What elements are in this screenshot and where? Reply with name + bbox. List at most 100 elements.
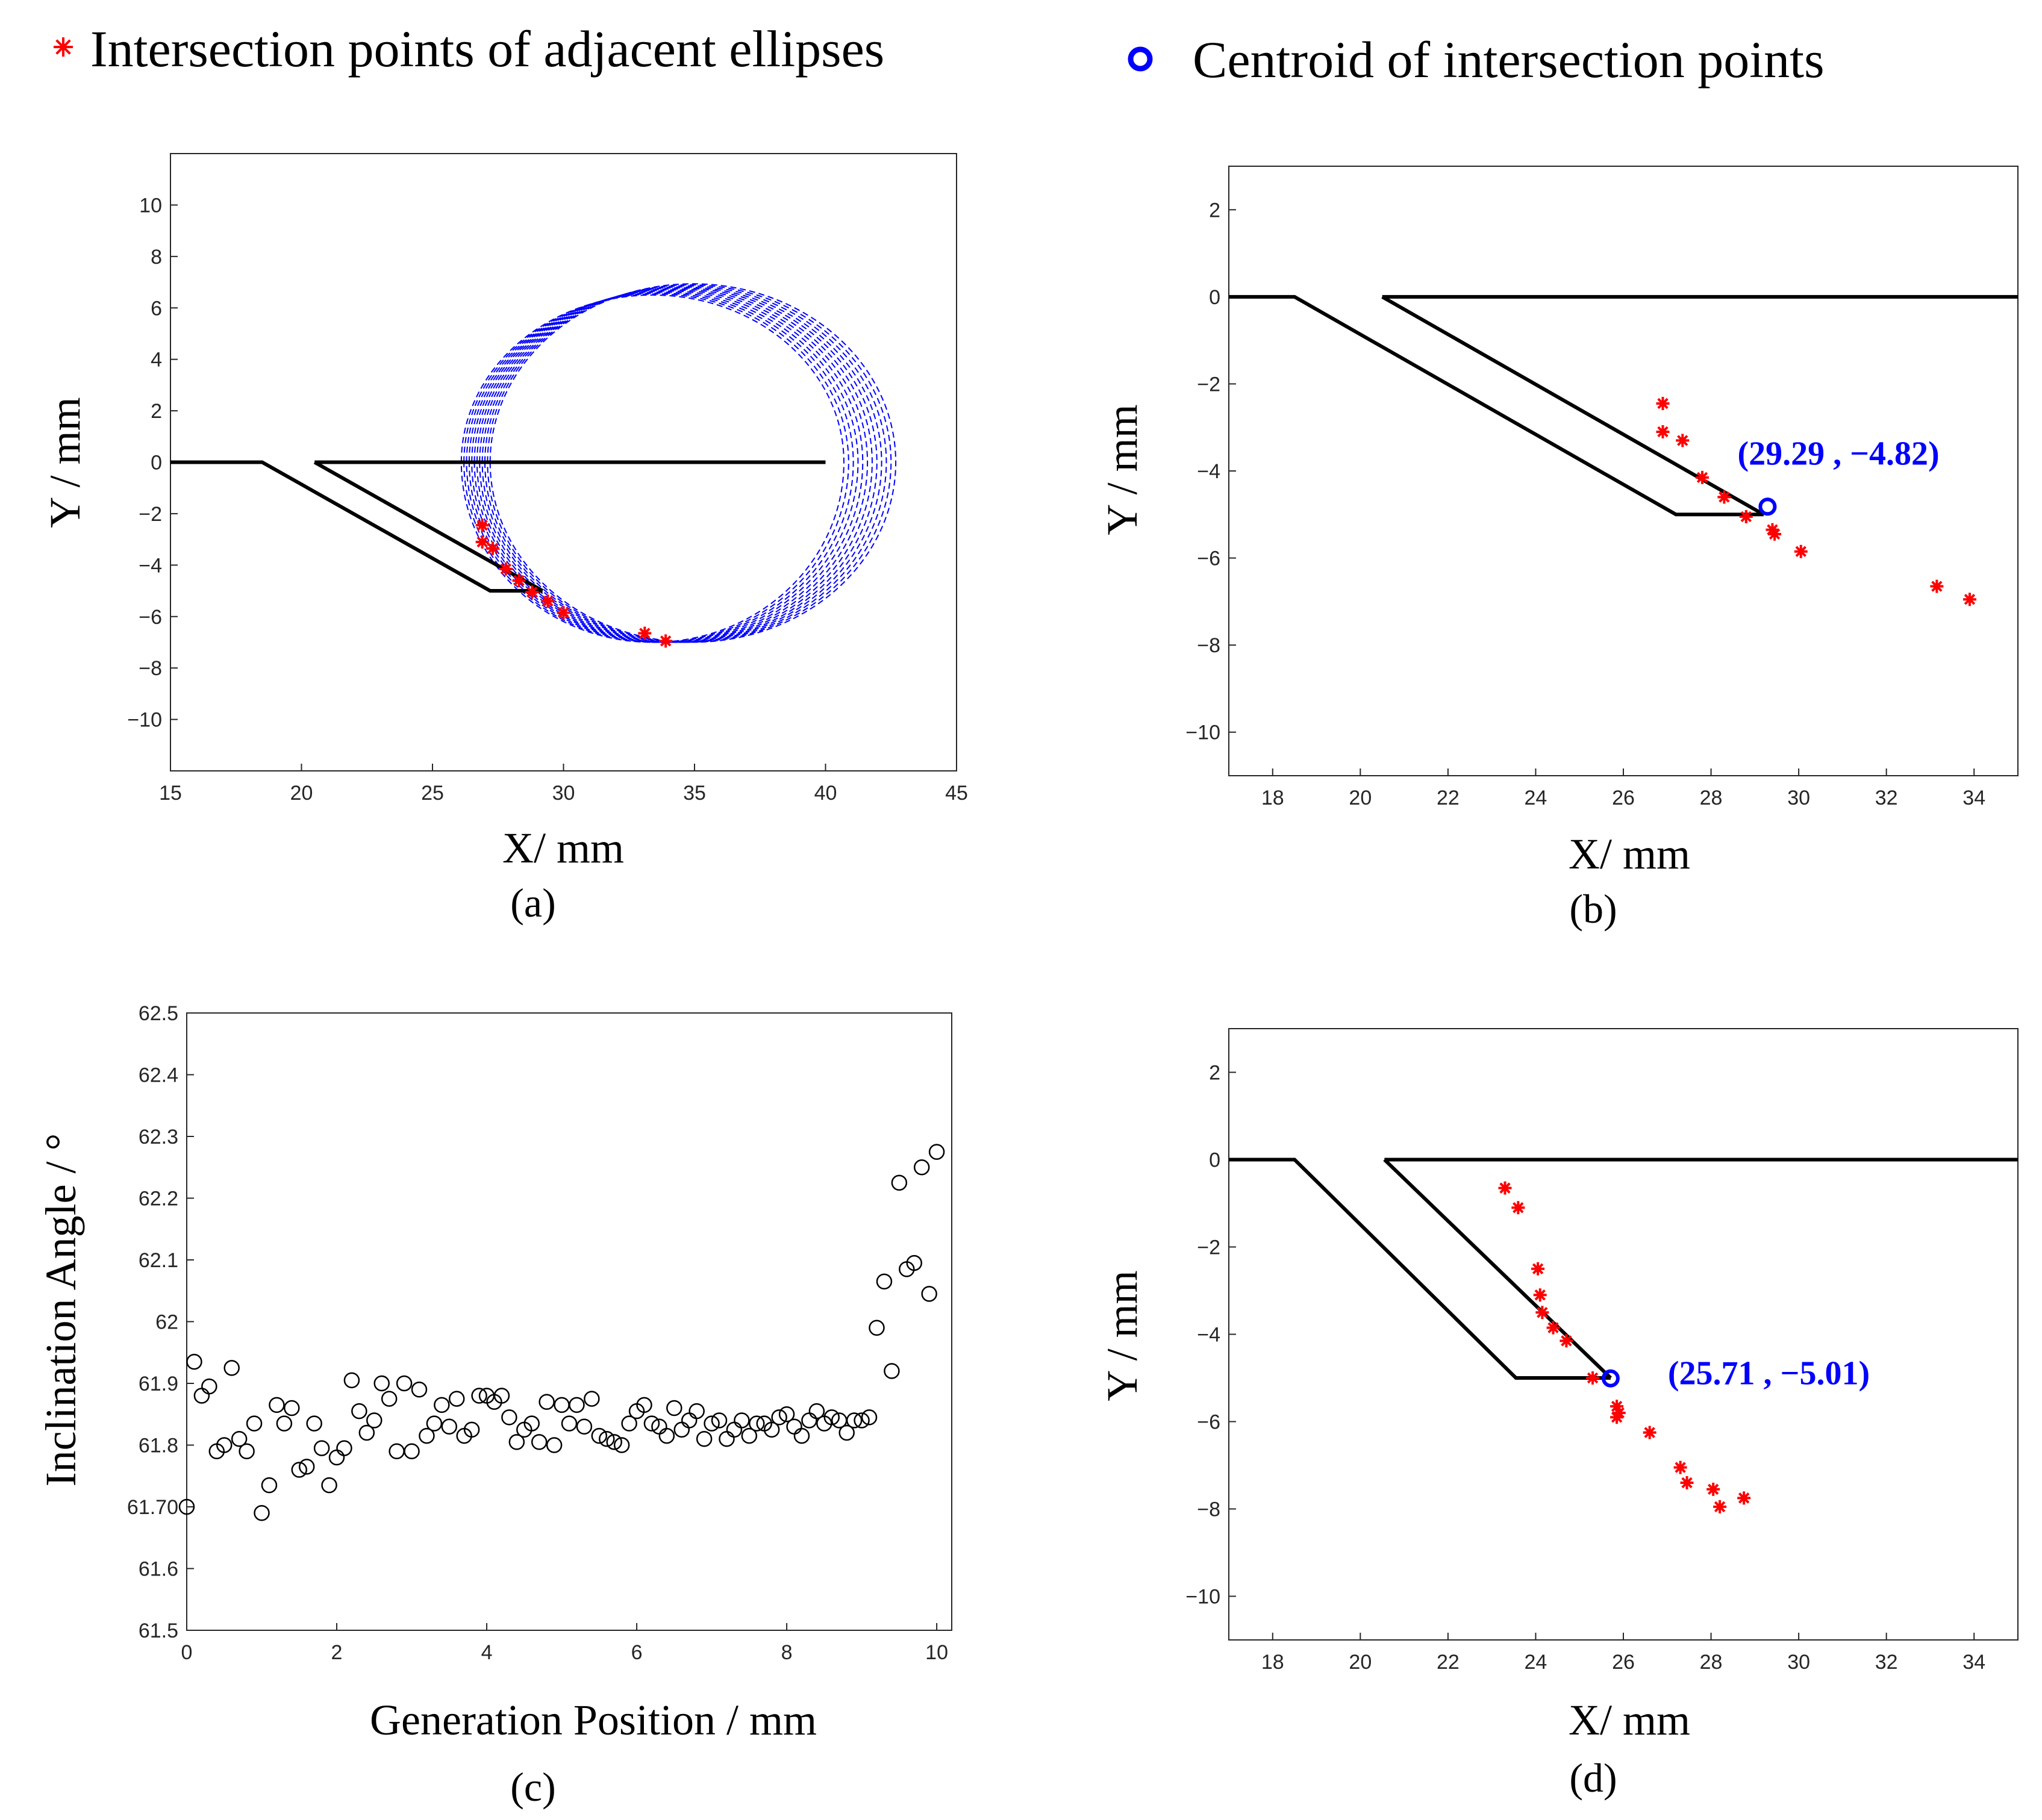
y-tick-label: 61.9: [139, 1373, 178, 1395]
scatter-point: [178, 1498, 195, 1515]
scatter-point: [531, 1434, 548, 1450]
y-tick-label: −8: [1197, 634, 1220, 657]
scatter-point: [576, 1418, 593, 1435]
tool-outline: [1229, 295, 1764, 517]
panel-b: X/ mm Y / mm (b) 18 20 22 24 26 28 30 32 34−10−8…: [1098, 166, 2019, 932]
y-tick-label: 0: [1209, 1149, 1220, 1172]
x-tick-label: 18: [1261, 787, 1284, 809]
scatter-point: [358, 1424, 375, 1441]
intersection-point: [475, 519, 489, 532]
scatter-point: [193, 1388, 210, 1404]
intersection-point-stroke: [1657, 426, 1669, 438]
intersection-point-stroke: [1696, 472, 1708, 484]
scatter-point: [298, 1459, 315, 1475]
panel-a-caption: (a): [510, 880, 555, 926]
x-tick-label: 32: [1875, 787, 1898, 809]
scatter-point: [643, 1415, 660, 1432]
intersection-point-stroke: [1532, 1263, 1544, 1274]
tool-outline: [170, 460, 543, 593]
intersection-point-stroke: [1547, 1322, 1559, 1333]
scatter-point: [696, 1431, 713, 1447]
y-tick-label: 8: [151, 246, 162, 269]
legend-centroid-marker: [1128, 46, 1153, 72]
intersection-point-stroke: [1719, 491, 1730, 503]
panel-c-ylabel: Inclination Angle / °: [37, 1133, 85, 1487]
x-tick-label: 32: [1875, 1651, 1898, 1674]
intersection-point: [512, 573, 526, 587]
y-tick-label: 2: [1209, 199, 1220, 222]
intersection-point: [1656, 396, 1670, 410]
intersection-point: [1930, 579, 1944, 593]
scatter-point: [778, 1406, 795, 1423]
scatter-point: [539, 1394, 555, 1410]
scatter-point: [186, 1353, 202, 1370]
intersection-point: [1962, 593, 1976, 606]
centroid-marker: [1601, 1369, 1620, 1388]
intersection-point-stroke: [1714, 1501, 1726, 1513]
scatter-point: [426, 1415, 443, 1432]
y-tick-label: 61.6: [139, 1558, 178, 1581]
intersection-point: [486, 541, 500, 555]
scatter-point: [404, 1443, 420, 1459]
scatter-point: [396, 1375, 413, 1392]
intersection-point: [475, 535, 489, 549]
x-tick-label: 40: [814, 782, 837, 805]
scatter-point: [704, 1415, 720, 1432]
scatter-point: [471, 1388, 487, 1404]
scatter-point: [411, 1382, 428, 1398]
intersection-point-stroke: [660, 635, 672, 647]
scatter-point: [463, 1421, 480, 1438]
x-tick-label: 24: [1525, 1651, 1547, 1674]
y-tick-label: −8: [1197, 1498, 1220, 1521]
intersection-point-stroke: [487, 543, 499, 554]
ellipse-curve: [484, 285, 887, 643]
intersection-point-stroke: [1769, 528, 1781, 540]
scatter-point: [719, 1431, 735, 1447]
intersection-point-stroke: [1611, 1412, 1623, 1423]
y-tick-label: −6: [1197, 1411, 1220, 1434]
scatter-point: [928, 1144, 945, 1160]
x-tick-label: 45: [945, 782, 968, 805]
intersection-point: [1586, 1371, 1600, 1385]
intersection-point: [1546, 1321, 1560, 1335]
scatter-point: [786, 1418, 802, 1435]
scatter-point: [306, 1415, 322, 1432]
scatter-point: [823, 1409, 840, 1426]
centroid-label: (25.71 , −5.01): [1668, 1355, 1870, 1392]
y-tick-label: 6: [151, 297, 162, 320]
ellipse-curve: [473, 289, 869, 643]
y-tick-label: 62: [155, 1311, 178, 1334]
scatter-point: [366, 1412, 382, 1429]
y-tick-label: −2: [139, 503, 162, 526]
scatter-point: [771, 1409, 787, 1426]
intersection-point-stroke: [500, 563, 511, 575]
intersection-point-stroke: [1931, 581, 1943, 592]
y-tick-label: −4: [1197, 1324, 1220, 1347]
ellipse-curve: [460, 294, 845, 643]
x-tick-label: 0: [181, 1641, 193, 1664]
legend-star: [54, 37, 73, 57]
intersection-point-stroke: [1675, 1462, 1686, 1473]
intersection-point: [1533, 1288, 1547, 1302]
intersection-point: [638, 626, 652, 640]
scatter-point: [328, 1449, 345, 1466]
intersection-point-stroke: [1513, 1202, 1524, 1214]
tool-outline: [1229, 1158, 1611, 1380]
y-tick-label: −8: [139, 657, 162, 680]
panel-a-ylabel: Y / mm: [41, 397, 89, 528]
y-tick-label: 62.2: [139, 1188, 178, 1211]
legend: Intersection points of adjacent ellipses…: [54, 20, 1825, 89]
intersection-point: [1643, 1426, 1656, 1439]
scatter-point: [808, 1403, 825, 1420]
x-tick-label: 8: [781, 1641, 793, 1664]
x-tick-label: 28: [1700, 787, 1723, 809]
y-tick-label: 61.5: [139, 1619, 178, 1642]
intersection-point-stroke: [1677, 435, 1688, 446]
panel-d-caption: (d): [1569, 1755, 1617, 1801]
intersection-point: [1696, 470, 1709, 484]
scatter-point: [711, 1412, 728, 1429]
y-tick-label: −4: [139, 554, 162, 577]
scatter-point: [546, 1437, 563, 1453]
panel-c: Generation Position / mm Inclination Ang…: [37, 1002, 952, 1810]
intersection-point-stroke: [476, 536, 488, 548]
